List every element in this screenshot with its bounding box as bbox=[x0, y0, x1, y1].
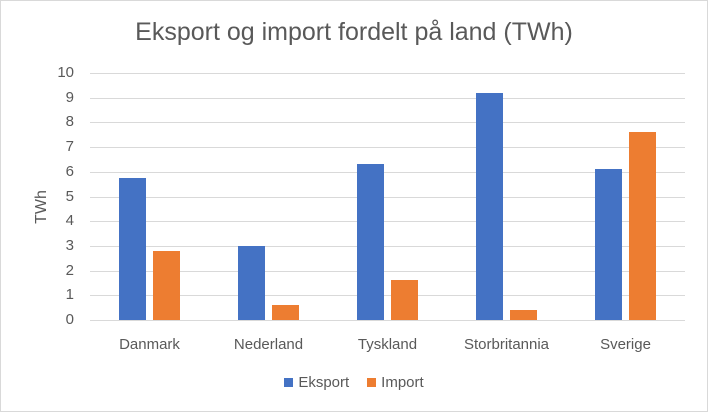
y-tick-label: 0 bbox=[65, 311, 74, 328]
plot-area bbox=[90, 73, 685, 321]
gridline bbox=[90, 320, 685, 321]
bar-eksport-tyskland bbox=[357, 164, 384, 320]
bar-eksport-danmark bbox=[119, 177, 146, 320]
y-tick-label: 8 bbox=[65, 113, 74, 131]
y-tick-label: 7 bbox=[65, 138, 74, 156]
gridline bbox=[90, 97, 685, 99]
gridline bbox=[90, 221, 685, 223]
legend-swatch-icon bbox=[367, 378, 377, 387]
y-tick-label: 3 bbox=[65, 236, 74, 254]
y-tick-label: 2 bbox=[65, 261, 74, 279]
bar-import-sverige bbox=[629, 132, 656, 320]
gridline bbox=[90, 122, 685, 124]
x-tick-label: Danmark bbox=[119, 336, 180, 353]
y-tick-label: 9 bbox=[65, 88, 74, 106]
legend-label: Eksport bbox=[298, 374, 350, 391]
y-tick-label: 6 bbox=[65, 162, 74, 180]
gridline bbox=[90, 270, 685, 272]
bar-eksport-nederland bbox=[238, 245, 265, 320]
gridline bbox=[90, 245, 685, 247]
x-tick-label: Storbritannia bbox=[463, 336, 550, 353]
x-tick-label: Nederland bbox=[233, 336, 304, 353]
y-tick-label: 1 bbox=[65, 286, 74, 304]
legend-item-eksport: Eksport bbox=[284, 374, 349, 391]
gridline bbox=[90, 196, 685, 198]
x-tick-label: Tyskland bbox=[357, 336, 418, 353]
gridline bbox=[90, 73, 685, 74]
legend-item-import: Import bbox=[367, 374, 424, 391]
bar-import-danmark bbox=[153, 250, 180, 320]
legend-swatch-icon bbox=[284, 378, 294, 387]
bar-import-tyskland bbox=[391, 280, 418, 320]
gridline bbox=[90, 147, 685, 149]
bar-eksport-sverige bbox=[595, 169, 622, 320]
y-tick-label: 10 bbox=[57, 64, 74, 81]
bar-import-storbritannia bbox=[510, 310, 537, 320]
legend-label: Import bbox=[381, 374, 424, 391]
x-tick-label: Sverige bbox=[600, 336, 651, 353]
gridline bbox=[90, 295, 685, 297]
y-tick-label: 4 bbox=[65, 212, 74, 230]
bar-eksport-storbritannia bbox=[476, 92, 503, 320]
bar-import-nederland bbox=[272, 305, 299, 320]
legend: Eksport Import bbox=[0, 374, 708, 391]
gridline bbox=[90, 171, 685, 173]
chart-title: Eksport og import fordelt på land (TWh) bbox=[135, 18, 573, 46]
y-tick-label: 5 bbox=[65, 187, 74, 205]
